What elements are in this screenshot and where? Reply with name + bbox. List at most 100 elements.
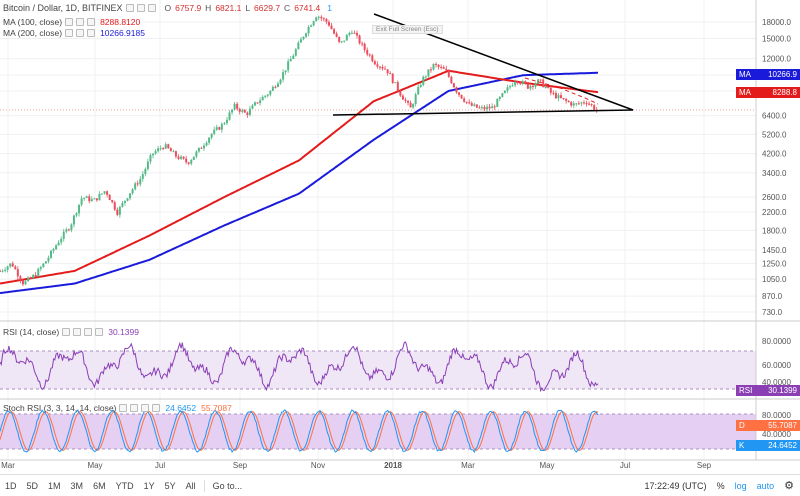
tf-6m[interactable]: 6M bbox=[93, 480, 106, 491]
price-tick-label: 870.0 bbox=[762, 292, 783, 301]
candle-body bbox=[353, 32, 356, 34]
candle-body bbox=[590, 104, 593, 106]
grid bbox=[0, 0, 756, 460]
candle-body bbox=[259, 100, 262, 104]
candle-body bbox=[356, 32, 359, 36]
alert-badge[interactable]: 1 bbox=[327, 3, 332, 13]
candle-body bbox=[118, 206, 121, 215]
candle-body bbox=[350, 32, 353, 34]
candle-body bbox=[159, 148, 162, 150]
candle-body bbox=[52, 249, 55, 251]
time-tick-label: May bbox=[87, 461, 102, 470]
settings-small-icon[interactable] bbox=[136, 4, 145, 12]
candle-body bbox=[394, 82, 397, 84]
time-tick-label: 2018 bbox=[384, 461, 402, 470]
stoch-tick-label: 80.0000 bbox=[762, 411, 791, 420]
candle-body bbox=[396, 82, 399, 91]
candle-body bbox=[511, 85, 514, 87]
candle-body bbox=[378, 66, 381, 68]
tf-5d[interactable]: 5D bbox=[26, 480, 39, 491]
candle-body bbox=[251, 105, 254, 109]
candle-body bbox=[317, 16, 320, 18]
tf-ytd[interactable]: YTD bbox=[115, 480, 134, 491]
settings-small-icon[interactable] bbox=[73, 328, 82, 336]
candle-body bbox=[432, 63, 435, 70]
candle-body bbox=[519, 82, 522, 84]
tf-3m[interactable]: 3M bbox=[70, 480, 84, 491]
candle-body bbox=[62, 231, 65, 239]
candle-body bbox=[322, 18, 325, 20]
tf-5y[interactable]: 5Y bbox=[164, 480, 176, 491]
candle-body bbox=[429, 69, 432, 71]
candle-body bbox=[417, 86, 420, 95]
candle-body bbox=[88, 196, 91, 202]
candle-body bbox=[27, 277, 30, 282]
gear-icon[interactable]: ⚙ bbox=[784, 480, 794, 492]
candle-body bbox=[363, 43, 366, 50]
time-tick-label: Sep bbox=[233, 461, 248, 470]
candle-body bbox=[47, 257, 50, 262]
candle-body bbox=[501, 93, 504, 97]
log-toggle[interactable]: log bbox=[734, 480, 747, 491]
auto-toggle[interactable]: auto bbox=[756, 480, 775, 491]
close-small-icon[interactable] bbox=[87, 18, 96, 26]
candle-body bbox=[480, 107, 483, 109]
settings-small-icon[interactable] bbox=[76, 18, 85, 26]
candle-body bbox=[98, 193, 101, 201]
eye-icon[interactable] bbox=[65, 29, 74, 37]
candle-body bbox=[0, 270, 1, 272]
price-axis[interactable]: 18000.015000.012000.010000.08400.06400.0… bbox=[762, 18, 791, 439]
rsi-tick-label: 40.0000 bbox=[762, 378, 791, 387]
candle-body bbox=[297, 42, 300, 50]
candle-body bbox=[560, 95, 563, 99]
candle-body bbox=[185, 158, 188, 163]
eye-icon[interactable] bbox=[62, 328, 71, 336]
candle-body bbox=[427, 69, 430, 77]
close-small-icon[interactable] bbox=[141, 404, 150, 412]
eye-icon[interactable] bbox=[125, 4, 134, 12]
candle-body bbox=[203, 145, 206, 149]
settings-small-icon[interactable] bbox=[130, 404, 139, 412]
settings-small-icon[interactable] bbox=[76, 29, 85, 37]
candles bbox=[0, 15, 598, 287]
candle-body bbox=[4, 269, 7, 271]
close-small-icon[interactable] bbox=[147, 4, 156, 12]
candle-body bbox=[29, 277, 32, 279]
tf-1m[interactable]: 1M bbox=[48, 480, 61, 491]
eye-icon[interactable] bbox=[119, 404, 128, 412]
close-small-icon[interactable] bbox=[87, 29, 96, 37]
eye-icon[interactable] bbox=[65, 18, 74, 26]
stoch-d-tag: D 55.7087 bbox=[736, 420, 800, 431]
candle-body bbox=[192, 156, 195, 160]
time-axis[interactable]: Mar May Jul Sep Nov 2018 Mar May Jul Sep bbox=[1, 461, 712, 470]
candle-body bbox=[238, 108, 241, 112]
price-tick-label: 6400.0 bbox=[762, 112, 787, 121]
candle-body bbox=[210, 133, 213, 138]
close-small-icon[interactable] bbox=[84, 328, 93, 336]
more-icon[interactable] bbox=[152, 404, 161, 412]
tf-1d[interactable]: 1D bbox=[5, 480, 17, 491]
stoch-k-tag: K 24.6452 bbox=[736, 440, 800, 451]
goto-button[interactable]: Go to... bbox=[212, 480, 243, 491]
candle-body bbox=[483, 107, 486, 110]
candle-body bbox=[80, 198, 83, 205]
candle-body bbox=[539, 79, 542, 81]
candle-body bbox=[282, 72, 285, 80]
time-tick-label: May bbox=[539, 461, 554, 470]
time-tick-label: Mar bbox=[1, 461, 15, 470]
tf-1y[interactable]: 1Y bbox=[143, 480, 155, 491]
candle-body bbox=[106, 191, 109, 195]
ma100-value: 8288.8120 bbox=[100, 17, 141, 27]
percent-toggle[interactable]: % bbox=[716, 480, 725, 491]
candle-body bbox=[460, 94, 463, 99]
more-icon[interactable] bbox=[95, 328, 104, 336]
candle-body bbox=[549, 87, 552, 93]
chart-canvas[interactable]: 18000.015000.012000.010000.08400.06400.0… bbox=[0, 0, 800, 474]
tf-all[interactable]: All bbox=[185, 480, 196, 491]
ma100line-path bbox=[0, 69, 599, 285]
candle-body bbox=[42, 263, 45, 268]
candle-body bbox=[294, 49, 297, 56]
candle-body bbox=[516, 81, 519, 83]
candle-body bbox=[141, 174, 144, 179]
candle-body bbox=[223, 123, 226, 125]
